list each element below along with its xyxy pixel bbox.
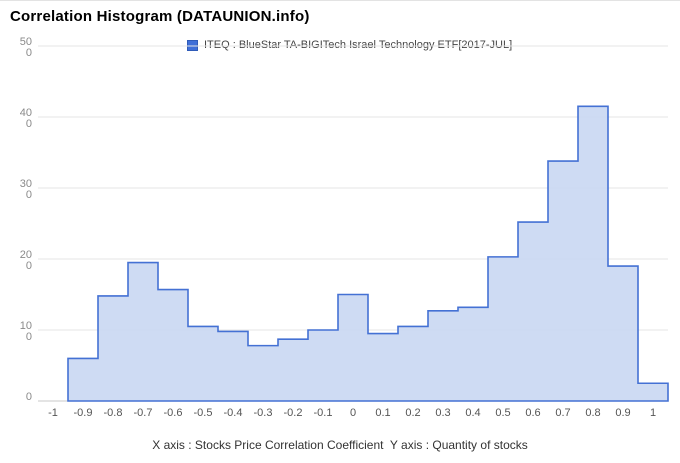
- legend-swatch-icon: [187, 39, 198, 51]
- svg-text:-0.1: -0.1: [314, 407, 333, 419]
- svg-text:-0.7: -0.7: [134, 407, 153, 419]
- svg-text:-0.8: -0.8: [104, 407, 123, 419]
- svg-text:0: 0: [350, 407, 356, 419]
- svg-text:0.8: 0.8: [585, 407, 600, 419]
- axis-caption: X axis : Stocks Price Correlation Coeffi…: [152, 438, 528, 452]
- svg-text:400: 40 0: [20, 107, 32, 130]
- legend-label: ITEQ : BlueStar TA-BIGITech Israel Techn…: [204, 39, 513, 51]
- svg-text:0.1: 0.1: [375, 407, 390, 419]
- svg-text:500: 50 0: [20, 36, 32, 59]
- svg-text:-0.5: -0.5: [194, 407, 213, 419]
- svg-text:200: 20 0: [20, 249, 32, 272]
- svg-text:0.3: 0.3: [435, 407, 450, 419]
- svg-text:0.4: 0.4: [465, 407, 480, 419]
- svg-text:0.6: 0.6: [525, 407, 540, 419]
- svg-text:0.2: 0.2: [405, 407, 420, 419]
- svg-text:-0.3: -0.3: [254, 407, 273, 419]
- svg-text:0: 0: [26, 391, 32, 403]
- svg-text:100: 10 0: [20, 320, 32, 343]
- svg-text:-0.2: -0.2: [284, 407, 303, 419]
- svg-text:0.7: 0.7: [555, 407, 570, 419]
- svg-text:-1: -1: [48, 407, 58, 419]
- svg-text:-0.4: -0.4: [224, 407, 243, 419]
- chart-title: Correlation Histogram (DATAUNION.info): [10, 8, 310, 25]
- svg-text:-0.6: -0.6: [164, 407, 183, 419]
- legend: ITEQ : BlueStar TA-BIGITech Israel Techn…: [187, 39, 512, 51]
- svg-text:1: 1: [650, 407, 656, 419]
- svg-text:0.9: 0.9: [615, 407, 630, 419]
- svg-text:-0.9: -0.9: [74, 407, 93, 419]
- svg-text:300: 30 0: [20, 178, 32, 201]
- svg-text:0.5: 0.5: [495, 407, 510, 419]
